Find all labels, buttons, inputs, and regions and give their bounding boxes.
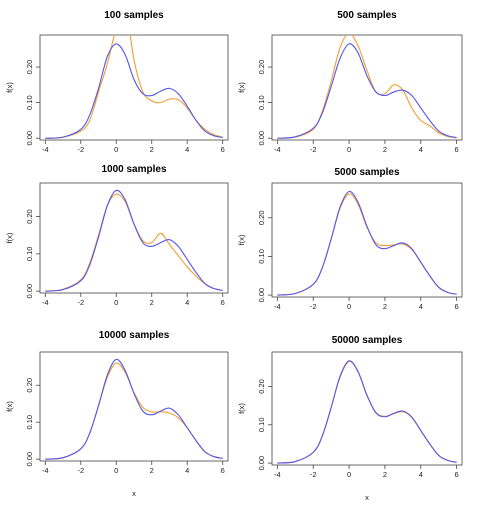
orange-density-line xyxy=(45,193,223,292)
y-tick-label: 0.20 xyxy=(257,60,266,75)
x-tick-label: -4 xyxy=(274,302,281,311)
x-tick-label: 6 xyxy=(221,298,225,307)
panel-title: 100 samples xyxy=(104,10,164,21)
blue-density-line xyxy=(277,43,457,139)
blue-density-line xyxy=(45,358,223,460)
y-tick-label: 0.00 xyxy=(25,131,34,146)
x-tick-label: 2 xyxy=(150,145,154,154)
y-tick-label: 0.10 xyxy=(257,249,266,264)
y-tick-label: 0.20 xyxy=(257,210,266,225)
y-tick-label: 0.10 xyxy=(257,417,266,432)
x-axis-label: x xyxy=(132,489,136,498)
x-axis-label: x xyxy=(365,493,369,502)
plot-frame xyxy=(39,351,229,462)
y-axis-label: f(x) xyxy=(5,401,14,412)
x-tick-label: 6 xyxy=(455,302,459,311)
y-tick-label: 0.20 xyxy=(25,378,34,393)
x-tick-label: -4 xyxy=(42,145,49,154)
orange-density-line xyxy=(277,361,457,464)
y-tick-label: 0.10 xyxy=(25,415,34,430)
panel-title: 500 samples xyxy=(337,10,397,21)
y-axis-label: f(x) xyxy=(5,232,14,243)
y-tick-label: 0.00 xyxy=(257,288,266,303)
x-tick-label: -4 xyxy=(42,298,49,307)
x-tick-label: 6 xyxy=(455,145,459,154)
x-tick-label: 0 xyxy=(114,466,118,475)
x-tick-label: 2 xyxy=(150,466,154,475)
y-tick-label: 0.00 xyxy=(25,452,34,467)
x-tick-label: -2 xyxy=(310,302,317,311)
y-tick-label: 0.10 xyxy=(25,247,34,262)
panel-title: 5000 samples xyxy=(334,167,399,178)
x-tick-label: 6 xyxy=(221,466,225,475)
y-tick-label: 0.00 xyxy=(257,456,266,471)
x-tick-label: 0 xyxy=(114,145,118,154)
x-tick-label: -2 xyxy=(77,298,84,307)
density-panel: 500 samples -4 -2 0 2 4 6 0.00 0.10 0.20 f(x) xyxy=(237,10,463,154)
y-tick-label: 0.20 xyxy=(25,60,34,75)
plot-frame xyxy=(271,351,463,466)
y-tick-label: 0.10 xyxy=(25,95,34,110)
y-tick-label: 0.20 xyxy=(25,209,34,224)
y-tick-label: 0.00 xyxy=(257,131,266,146)
x-tick-label: -4 xyxy=(274,145,281,154)
x-tick-label: 6 xyxy=(455,470,459,479)
orange-density-line xyxy=(45,362,223,460)
blue-density-line xyxy=(45,43,223,139)
x-tick-label: 0 xyxy=(347,302,351,311)
density-panel: 1000 samples -4 -2 0 2 4 6 0.00 0.10 0.20 f(x) xyxy=(5,164,229,307)
blue-density-line xyxy=(277,190,457,296)
x-tick-label: 0 xyxy=(347,145,351,154)
plot-frame xyxy=(271,182,463,298)
orange-density-line xyxy=(277,193,457,296)
x-tick-label: 2 xyxy=(150,298,154,307)
x-tick-label: 4 xyxy=(185,145,189,154)
density-panel: 100 samples -4 -2 0 2 4 6 0.00 0.10 0.20 f(x) xyxy=(5,10,229,154)
y-tick-label: 0.00 xyxy=(25,284,34,299)
density-panel: 5000 samples -4 -2 0 2 4 6 0.00 0.10 0.20 f(x) xyxy=(237,167,463,311)
blue-density-line xyxy=(45,189,223,292)
x-tick-label: 2 xyxy=(383,302,387,311)
plot-frame xyxy=(39,182,229,294)
x-tick-label: 0 xyxy=(114,298,118,307)
x-tick-label: 4 xyxy=(185,298,189,307)
y-axis-label: f(x) xyxy=(5,82,14,93)
orange-density-line xyxy=(277,35,457,139)
density-panel: 50000 samples -4 -2 0 2 4 6 0.00 0.10 0.20 f(x) x xyxy=(237,335,463,502)
plot-frame xyxy=(39,34,229,141)
density-panel: 10000 samples -4 -2 0 2 4 6 0.00 0.10 0.20 f(x) x xyxy=(5,330,229,498)
panel-title: 1000 samples xyxy=(101,164,166,175)
x-tick-label: -2 xyxy=(77,145,84,154)
x-tick-label: 2 xyxy=(383,145,387,154)
x-tick-label: 6 xyxy=(221,145,225,154)
x-tick-label: -2 xyxy=(77,466,84,475)
x-tick-label: -2 xyxy=(310,470,317,479)
x-tick-label: 4 xyxy=(185,466,189,475)
x-tick-label: -2 xyxy=(310,145,317,154)
x-tick-label: 2 xyxy=(383,470,387,479)
blue-density-line xyxy=(277,360,457,464)
panel-title: 10000 samples xyxy=(99,330,170,341)
x-tick-label: -4 xyxy=(42,466,49,475)
y-axis-label: f(x) xyxy=(237,403,246,414)
y-tick-label: 0.10 xyxy=(257,95,266,110)
y-tick-label: 0.20 xyxy=(257,379,266,394)
plot-frame xyxy=(271,34,463,141)
x-tick-label: 4 xyxy=(419,145,423,154)
y-axis-label: f(x) xyxy=(237,82,246,93)
orange-density-line xyxy=(45,35,223,139)
x-tick-label: 4 xyxy=(419,470,423,479)
panel-title: 50000 samples xyxy=(332,335,403,346)
y-axis-label: f(x) xyxy=(237,234,246,245)
x-tick-label: 4 xyxy=(419,302,423,311)
x-tick-label: 0 xyxy=(347,470,351,479)
x-tick-label: -4 xyxy=(274,470,281,479)
